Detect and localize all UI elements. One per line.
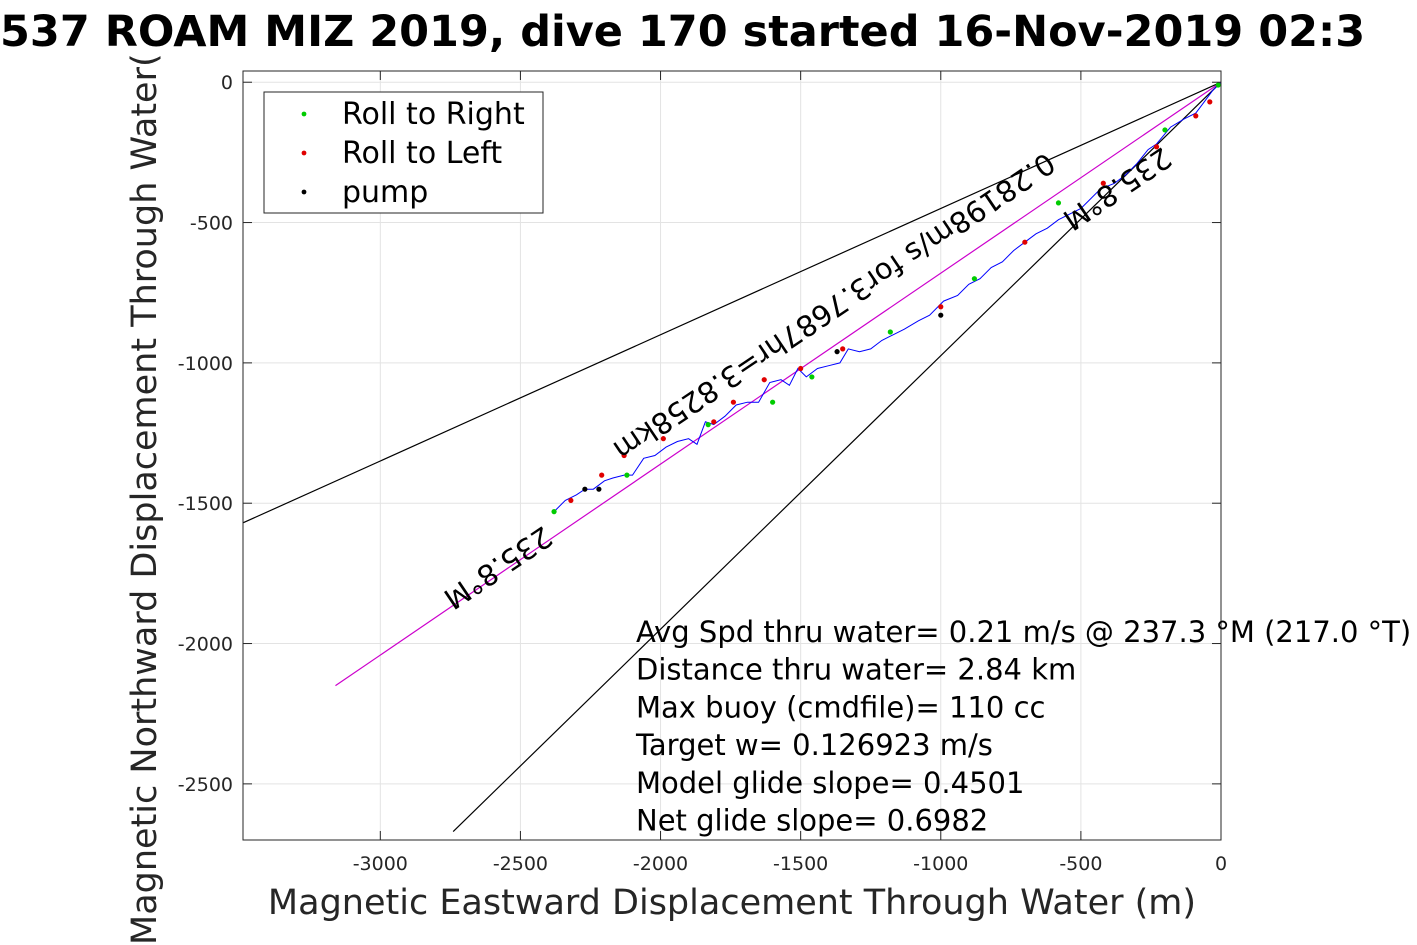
legend-marker	[301, 111, 307, 117]
pump-point	[596, 486, 602, 492]
chart-title: 537 ROAM MIZ 2019, dive 170 started 16-N…	[0, 7, 1365, 57]
y-tick-label: -1500	[178, 493, 233, 515]
legend: Roll to Right Roll to Left pump	[263, 91, 544, 214]
markers	[551, 82, 1221, 515]
roll-right-point	[971, 276, 977, 282]
pump-point	[938, 312, 944, 318]
roll-left-point	[568, 497, 574, 504]
roll-left-point	[1193, 113, 1199, 119]
stats-text: Avg Spd thru water= 0.21 m/s @ 237.3 °M …	[635, 615, 1411, 838]
x-tick-label: -1000	[913, 853, 968, 875]
legend-marker	[301, 189, 307, 195]
y-axis-label: Magnetic Northward Displacement Through …	[125, 53, 165, 945]
cone-upper-line	[242, 81, 1222, 524]
track-line	[553, 81, 1222, 512]
roll-right-point	[1162, 127, 1168, 133]
roll-right-point	[809, 374, 815, 380]
roll-left-point	[660, 436, 666, 442]
roll-right-point	[1215, 82, 1221, 88]
legend-box	[263, 91, 544, 214]
roll-left-point	[1207, 99, 1213, 105]
cone-lower-line	[452, 81, 1222, 833]
ticks: -3000 -2500 -2000 -1500 -1000 -500 0 0 -500 -1000…	[178, 71, 1227, 875]
roll-right-point	[887, 329, 893, 335]
roll-right-point	[770, 399, 776, 405]
legend-label: pump	[342, 175, 428, 210]
y-tick-label: -2000	[178, 634, 233, 656]
roll-right-point	[624, 472, 630, 478]
pump-point	[834, 349, 840, 355]
plot-frame	[242, 70, 1222, 841]
stat-line: Net glide slope= 0.6982	[636, 804, 988, 838]
x-tick-label: -500	[1059, 853, 1102, 875]
x-tick-label: -3000	[353, 853, 408, 875]
x-tick-label: 0	[1215, 853, 1227, 875]
legend-marker	[301, 150, 307, 156]
y-tick-label: -2500	[178, 774, 233, 796]
roll-left-point	[840, 346, 846, 352]
y-tick-label: -1000	[178, 353, 233, 375]
roll-right-point	[1055, 200, 1062, 206]
roll-left-point	[1100, 180, 1106, 186]
stat-line: Avg Spd thru water= 0.21 m/s @ 237.3 °M …	[636, 615, 1411, 649]
glider-track	[553, 81, 1222, 512]
heading-line	[335, 81, 1222, 687]
x-tick-label: -2500	[493, 853, 548, 875]
reference-lines	[242, 81, 1222, 833]
legend-label: Roll to Right	[342, 97, 525, 132]
x-tick-label: -1500	[773, 853, 828, 875]
pump-point	[582, 486, 588, 492]
y-tick-label: 0	[221, 72, 233, 94]
roll-right-point	[705, 422, 711, 428]
x-tick-label: -2000	[633, 853, 688, 875]
stat-line: Distance thru water= 2.84 km	[636, 653, 1076, 687]
roll-left-point	[599, 472, 605, 478]
legend-label: Roll to Left	[342, 136, 502, 171]
roll-left-point	[1153, 144, 1160, 150]
roll-left-point	[938, 304, 944, 310]
roll-left-point	[621, 452, 627, 459]
x-axis-label: Magnetic Eastward Displacement Through W…	[268, 883, 1196, 923]
stat-line: Model glide slope= 0.4501	[636, 766, 1024, 800]
stat-line: Target w= 0.126923 m/s	[635, 728, 993, 762]
y-tick-label: -500	[190, 213, 233, 235]
stat-line: Max buoy (cmdfile)= 110 cc	[636, 690, 1045, 724]
roll-right-point	[551, 509, 557, 515]
roll-left-point	[711, 419, 717, 425]
roll-left-point	[798, 365, 804, 372]
roll-left-point	[761, 377, 767, 383]
roll-left-point	[1022, 239, 1028, 245]
roll-left-point	[730, 399, 737, 405]
